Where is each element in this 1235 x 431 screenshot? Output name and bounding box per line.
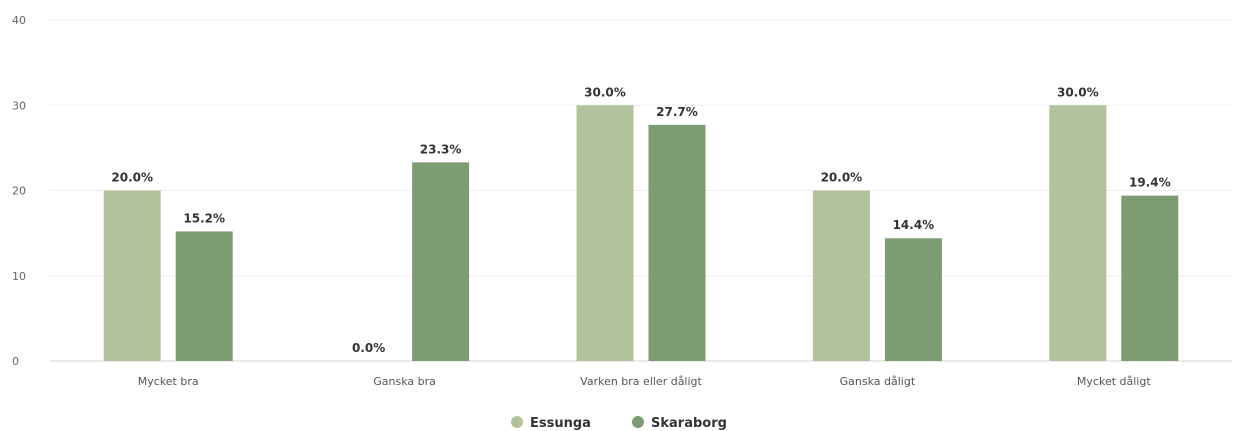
legend-marker[interactable] — [511, 416, 523, 428]
bar-essunga[interactable] — [1049, 105, 1107, 361]
data-label: 30.0% — [584, 85, 626, 99]
data-label: 30.0% — [1057, 85, 1099, 99]
legend: Essunga Skaraborg — [511, 416, 727, 431]
x-axis-categories: Mycket bra Ganska bra Varken bra eller dål… — [138, 375, 1152, 388]
legend-label[interactable]: Skaraborg — [651, 416, 727, 431]
data-label: 14.4% — [893, 218, 935, 232]
bar-skaraborg[interactable] — [175, 231, 233, 361]
data-labels: 20.0% 15.2% 0.0% 23.3% 30.0% 27.7% 20.0% 14.4% 3… — [111, 85, 1170, 355]
data-label: 20.0% — [111, 171, 153, 185]
bar-skaraborg[interactable] — [1121, 195, 1179, 361]
y-tick-label: 20 — [12, 185, 26, 198]
legend-label[interactable]: Essunga — [530, 416, 591, 431]
gridlines — [50, 19, 1232, 362]
x-category-label: Ganska dåligt — [840, 375, 916, 388]
bar-essunga[interactable] — [576, 105, 634, 361]
x-category-label: Ganska bra — [373, 375, 436, 388]
data-label: 15.2% — [183, 211, 225, 225]
data-label: 23.3% — [420, 142, 462, 156]
y-axis-ticks: 0 10 20 30 40 — [12, 14, 26, 368]
legend-marker[interactable] — [632, 416, 644, 428]
y-tick-label: 0 — [12, 355, 19, 368]
x-category-label: Mycket dåligt — [1077, 375, 1151, 388]
data-label: 27.7% — [656, 105, 698, 119]
bar-skaraborg[interactable] — [884, 238, 942, 361]
data-label: 20.0% — [821, 171, 863, 185]
bar-skaraborg[interactable] — [412, 162, 470, 361]
y-tick-label: 40 — [12, 14, 26, 27]
bars — [103, 105, 1179, 362]
bar-skaraborg[interactable] — [648, 124, 706, 361]
data-label: 0.0% — [352, 341, 385, 355]
x-category-label: Mycket bra — [138, 375, 199, 388]
data-label: 19.4% — [1129, 176, 1171, 190]
bar-essunga[interactable] — [103, 190, 161, 362]
y-tick-label: 30 — [12, 99, 26, 112]
y-tick-label: 10 — [12, 270, 26, 283]
bar-essunga[interactable] — [812, 190, 870, 362]
x-category-label: Varken bra eller dåligt — [580, 375, 702, 388]
